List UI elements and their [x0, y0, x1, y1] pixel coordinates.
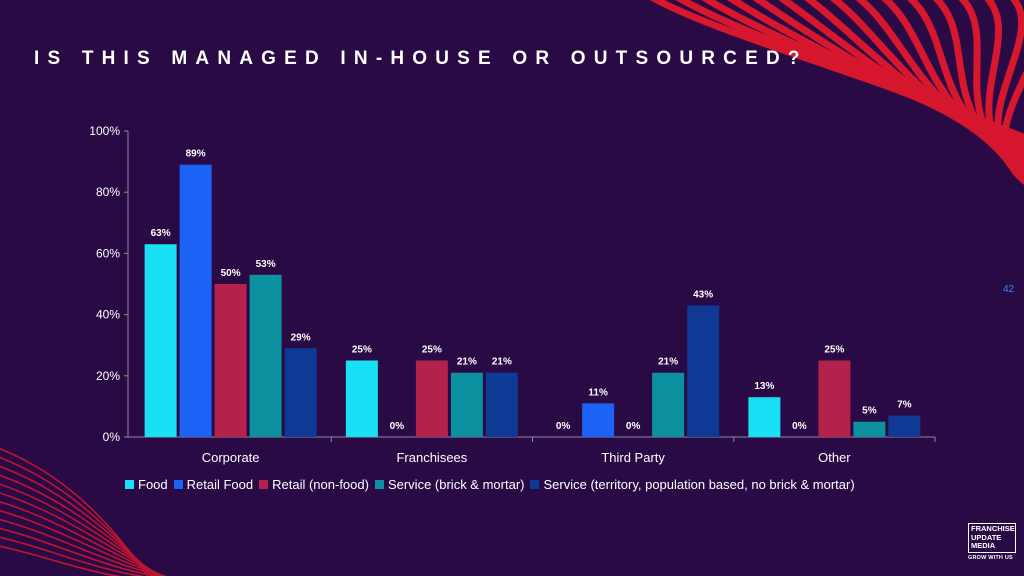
data-label: 0%	[792, 421, 807, 432]
swoosh-stroke	[0, 536, 146, 576]
swoosh-stroke	[0, 545, 122, 576]
bar	[144, 244, 177, 437]
logo-line-2: UPDATE	[971, 532, 1002, 542]
data-label: 0%	[626, 421, 641, 432]
data-label: 21%	[457, 357, 477, 368]
bar	[345, 360, 378, 437]
legend-swatch	[530, 480, 540, 489]
bar	[415, 360, 448, 437]
bar	[818, 360, 851, 437]
data-label: 7%	[897, 400, 912, 411]
y-tick-label: 0%	[103, 430, 121, 444]
data-label: 13%	[754, 381, 774, 392]
bar	[450, 372, 483, 437]
y-tick-label: 100%	[89, 124, 120, 138]
category-label: Third Party	[601, 450, 665, 465]
legend-label: Food	[138, 477, 168, 492]
legend-swatch	[374, 480, 384, 489]
bar	[485, 372, 518, 437]
franchise-update-media-logo: FRANCHISE UPDATE MEDIA GROW WITH US	[968, 523, 1016, 565]
bar	[179, 164, 212, 437]
legend-swatch	[259, 480, 269, 489]
data-label: 21%	[492, 357, 512, 368]
data-label: 11%	[588, 387, 608, 398]
legend-item: Retail Food	[173, 477, 254, 492]
chart-legend: Food Retail Food Retail (non-food) Service …	[125, 477, 861, 492]
category-label: Other	[818, 450, 851, 465]
y-tick-label: 40%	[96, 308, 120, 322]
bar	[687, 305, 720, 437]
swoosh-stroke	[1001, 70, 1024, 185]
category-label: Corporate	[202, 450, 260, 465]
data-label: 53%	[256, 259, 276, 270]
bar	[284, 348, 317, 437]
legend-label: Retail (non-food)	[272, 477, 369, 492]
bar	[214, 284, 247, 437]
data-label: 25%	[422, 345, 442, 356]
legend-swatch	[173, 480, 183, 489]
legend-item: Food	[125, 477, 168, 492]
page-number: 42	[1003, 284, 1015, 295]
data-label: 5%	[862, 406, 877, 417]
legend-swatch	[125, 480, 134, 489]
data-label: 25%	[824, 345, 844, 356]
logo-line-3: MEDIA	[971, 541, 996, 550]
data-label: 21%	[658, 357, 678, 368]
swoosh-stroke	[0, 518, 166, 576]
data-label: 0%	[556, 421, 571, 432]
legend-label: Retail Food	[186, 477, 254, 492]
legend-label: Service (territory, population based, no…	[543, 477, 855, 492]
data-label: 50%	[221, 268, 241, 279]
data-label: 25%	[352, 345, 372, 356]
bar	[888, 415, 921, 437]
legend-item: Service (brick & mortar)	[374, 477, 525, 492]
y-tick-label: 20%	[96, 369, 120, 383]
y-tick-label: 60%	[96, 246, 120, 260]
legend-label: Service (brick & mortar)	[387, 477, 525, 492]
data-label: 89%	[186, 149, 206, 160]
logo-line-1: FRANCHISE	[971, 524, 1015, 533]
data-label: 29%	[291, 332, 311, 343]
swoosh-stroke	[0, 501, 167, 576]
legend-item: Retail (non-food)	[259, 477, 369, 492]
logo-tagline: GROW WITH US	[968, 554, 1013, 561]
category-label: Franchisees	[396, 450, 467, 465]
bar	[652, 372, 685, 437]
bar	[582, 403, 615, 437]
bar	[853, 421, 886, 437]
swoosh-stroke	[0, 527, 161, 576]
y-tick-label: 80%	[96, 185, 120, 199]
legend-item: Service (territory, population based, no…	[530, 477, 855, 492]
data-label: 43%	[693, 289, 713, 300]
swoosh-stroke	[0, 509, 167, 576]
bar	[748, 397, 781, 437]
slide-title: IS THIS MANAGED IN-HOUSE OR OUTSOURCED?	[34, 48, 808, 69]
data-label: 0%	[390, 421, 405, 432]
bar	[249, 274, 282, 437]
data-label: 63%	[151, 228, 171, 239]
